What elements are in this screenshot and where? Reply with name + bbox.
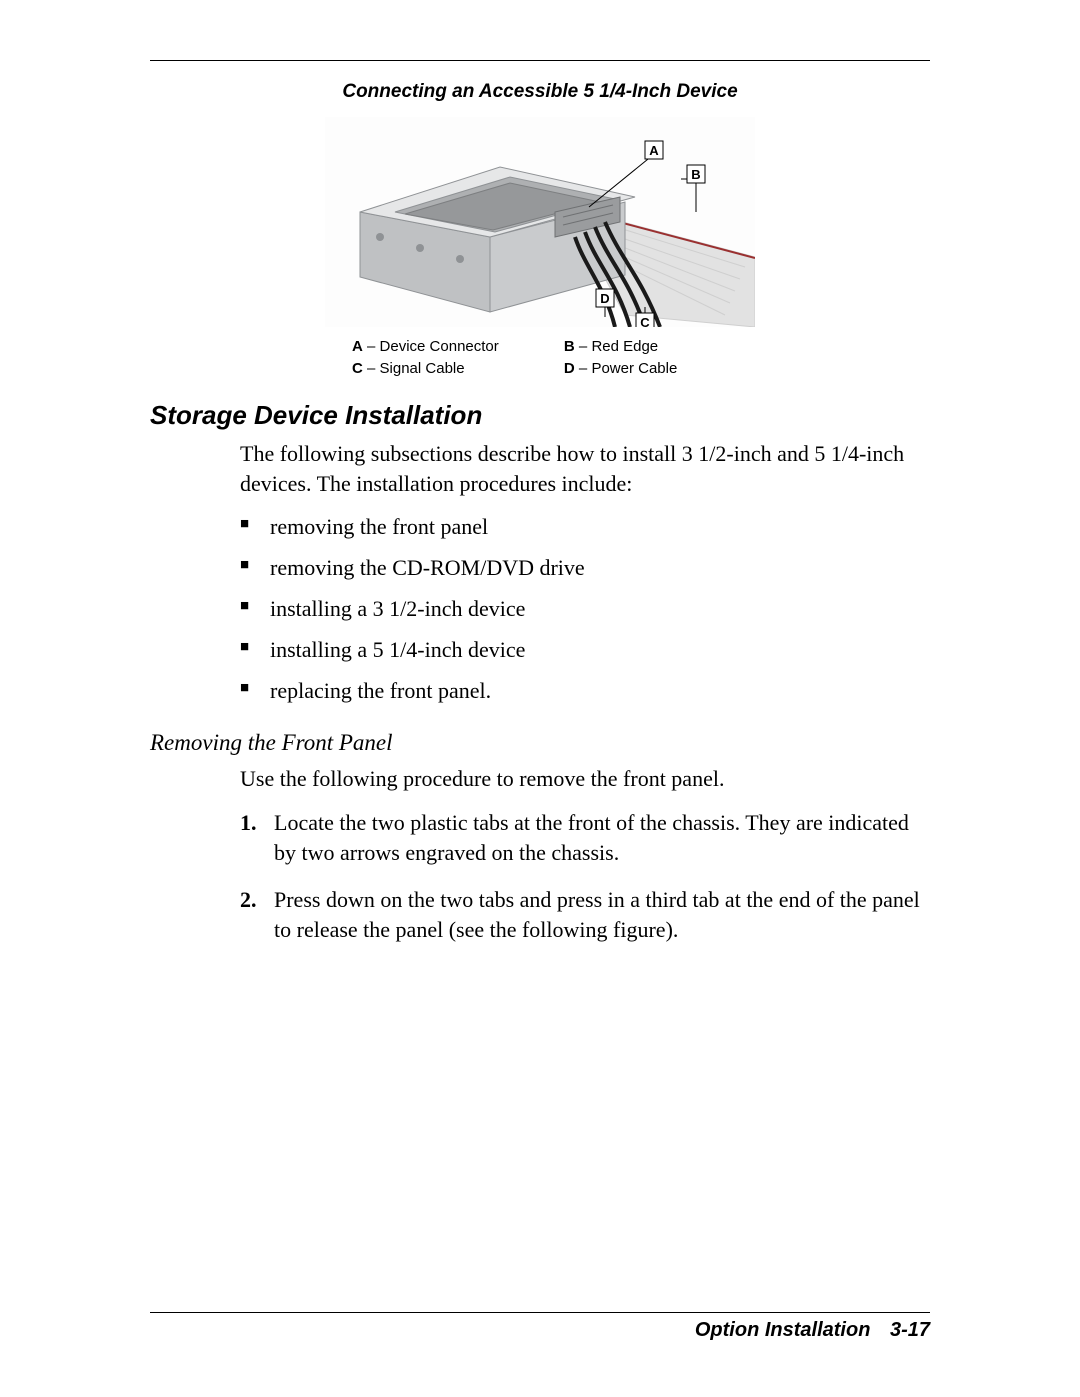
top-rule bbox=[150, 60, 930, 61]
legend-key: D bbox=[564, 360, 575, 377]
figure-label-B: B bbox=[691, 167, 700, 182]
list-item: installing a 3 1/2-inch device bbox=[240, 594, 930, 625]
figure-label-D: D bbox=[600, 291, 609, 306]
figure-label-A: A bbox=[649, 143, 659, 158]
page-footer: Option Installation 3-17 bbox=[150, 1312, 930, 1342]
section-heading: Storage Device Installation bbox=[150, 400, 930, 431]
legend-desc: Red Edge bbox=[591, 338, 658, 355]
list-item: installing a 5 1/4-inch device bbox=[240, 635, 930, 666]
page: Connecting an Accessible 5 1/4-Inch Devi… bbox=[0, 0, 1080, 1397]
figure-label-C: C bbox=[640, 315, 650, 327]
footer-chapter: Option Installation bbox=[695, 1319, 871, 1341]
subsection-heading: Removing the Front Panel bbox=[150, 730, 930, 756]
figure-illustration: A B C D bbox=[325, 117, 755, 327]
subsection-intro: Use the following procedure to remove th… bbox=[240, 764, 930, 794]
legend-desc: Signal Cable bbox=[380, 360, 465, 377]
figure-caption: Connecting an Accessible 5 1/4-Inch Devi… bbox=[150, 81, 930, 103]
step-item: Press down on the two tabs and press in … bbox=[270, 885, 930, 944]
procedure-list: removing the front panel removing the CD… bbox=[240, 512, 930, 706]
step-item: Locate the two plastic tabs at the front… bbox=[270, 808, 930, 867]
steps-list: Locate the two plastic tabs at the front… bbox=[240, 808, 930, 945]
list-item: removing the CD-ROM/DVD drive bbox=[240, 553, 930, 584]
legend-desc: Power Cable bbox=[591, 360, 677, 377]
list-item: removing the front panel bbox=[240, 512, 930, 543]
list-item: replacing the front panel. bbox=[240, 676, 930, 707]
legend-key: A bbox=[352, 338, 363, 355]
footer-page-number: 3-17 bbox=[890, 1319, 930, 1341]
figure-legend: A – Device Connector B – Red Edge C – Si… bbox=[350, 335, 730, 380]
legend-key: C bbox=[352, 360, 363, 377]
legend-desc: Device Connector bbox=[380, 338, 499, 355]
section-intro: The following subsections describe how t… bbox=[240, 439, 930, 498]
legend-key: B bbox=[564, 338, 575, 355]
footer-rule bbox=[150, 1312, 930, 1313]
